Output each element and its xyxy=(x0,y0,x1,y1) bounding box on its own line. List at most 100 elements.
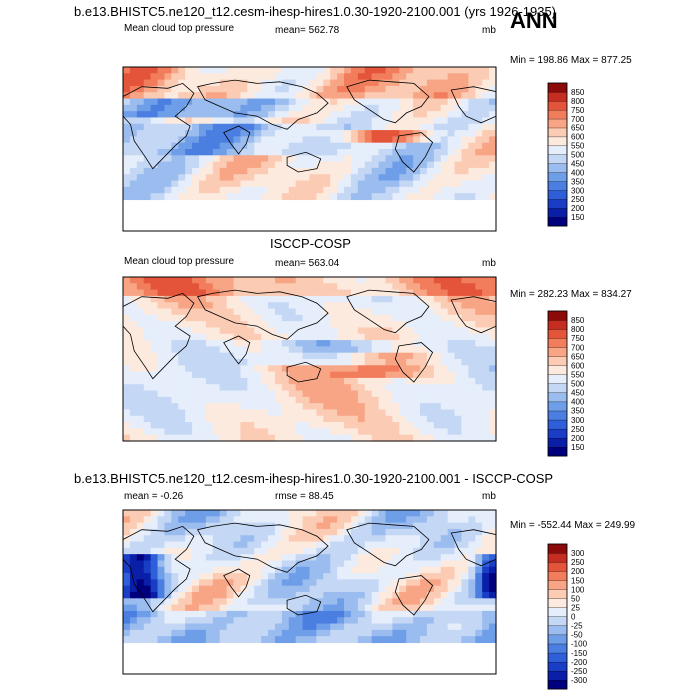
field-cell xyxy=(247,79,255,87)
field-cell xyxy=(385,535,393,543)
field-cell xyxy=(420,123,428,131)
field-cell xyxy=(205,623,214,631)
field-cell xyxy=(433,371,442,379)
field-cell xyxy=(323,365,331,373)
field-cell xyxy=(274,79,283,87)
field-cell xyxy=(371,117,380,125)
field-cell xyxy=(123,522,131,530)
field-cell xyxy=(330,174,338,182)
field-cell xyxy=(233,573,242,580)
field-cell xyxy=(233,617,242,625)
field-cell xyxy=(399,390,407,398)
field-cell xyxy=(302,528,311,536)
field-cell xyxy=(281,321,290,329)
field-cell xyxy=(171,403,179,411)
field-cell xyxy=(316,560,324,568)
field-cell xyxy=(233,333,242,341)
field-cell xyxy=(185,180,193,188)
field-cell xyxy=(129,85,138,93)
field-cell xyxy=(302,92,311,100)
field-cell xyxy=(350,161,359,169)
field-cell xyxy=(288,98,297,106)
field-cell xyxy=(378,346,387,354)
field-cell xyxy=(281,314,290,322)
field-cell xyxy=(489,610,497,618)
field-cell xyxy=(288,92,297,100)
field-cell xyxy=(344,333,352,341)
field-cell xyxy=(212,629,221,637)
field-cell xyxy=(447,186,456,194)
field-cell xyxy=(344,111,352,119)
field-cell xyxy=(288,85,297,93)
field-cell xyxy=(254,598,262,606)
field-cell xyxy=(392,130,400,137)
field-cell xyxy=(399,428,407,436)
field-cell xyxy=(157,327,166,335)
field-cell xyxy=(413,321,421,329)
field-cell xyxy=(385,161,393,169)
field-cell xyxy=(302,434,311,442)
field-cell xyxy=(212,149,221,156)
field-cell xyxy=(440,560,449,568)
field-cell xyxy=(288,302,297,310)
field-cell xyxy=(378,604,387,612)
field-cell xyxy=(219,193,228,201)
field-cell xyxy=(268,85,276,93)
field-cell xyxy=(330,610,338,618)
field-cell xyxy=(357,104,366,112)
field-cell xyxy=(123,377,131,385)
field-cell xyxy=(219,415,228,423)
field-cell xyxy=(344,186,352,194)
field-cell xyxy=(302,130,311,137)
field-cell xyxy=(337,377,345,385)
field-cell xyxy=(344,314,352,322)
field-cell xyxy=(406,560,414,568)
field-cell xyxy=(371,636,380,644)
field-cell xyxy=(350,396,359,404)
field-cell xyxy=(212,161,221,169)
field-cell xyxy=(233,180,242,188)
colorbar-tick-label: 500 xyxy=(571,380,585,389)
field-cell xyxy=(150,403,159,411)
field-cell xyxy=(226,554,235,562)
field-cell xyxy=(330,333,338,341)
field-cell xyxy=(288,384,297,392)
field-cell xyxy=(157,566,166,574)
field-cell xyxy=(178,636,186,644)
field-cell xyxy=(212,428,221,436)
field-cell xyxy=(247,73,255,81)
field-cell xyxy=(247,136,255,144)
field-cell xyxy=(295,629,304,637)
field-cell xyxy=(385,390,393,398)
field-cell xyxy=(226,566,235,574)
field-cell xyxy=(240,428,248,436)
field-cell xyxy=(205,592,214,599)
field-cell xyxy=(212,623,221,631)
field-cell xyxy=(129,130,138,137)
field-cell xyxy=(198,104,207,112)
field-cell xyxy=(274,186,283,194)
field-cell xyxy=(240,136,248,144)
field-cell xyxy=(447,340,456,347)
field-cell xyxy=(357,302,366,310)
field-cell xyxy=(143,180,152,188)
field-cell xyxy=(171,623,179,631)
field-cell xyxy=(157,167,166,175)
field-cell xyxy=(268,186,276,194)
field-cell xyxy=(164,117,172,125)
field-cell xyxy=(447,308,456,316)
field-cell xyxy=(482,67,490,74)
field-cell xyxy=(316,314,324,322)
field-cell xyxy=(268,390,276,398)
field-cell xyxy=(323,289,331,297)
field-cell xyxy=(413,302,421,310)
field-cell xyxy=(433,174,442,182)
field-cell xyxy=(399,180,407,188)
field-cell xyxy=(302,186,311,194)
field-cell xyxy=(371,186,380,194)
field-cell xyxy=(268,130,276,137)
field-cell xyxy=(302,384,311,392)
field-cell xyxy=(468,573,476,580)
field-cell xyxy=(240,98,248,106)
field-cell xyxy=(489,528,497,536)
